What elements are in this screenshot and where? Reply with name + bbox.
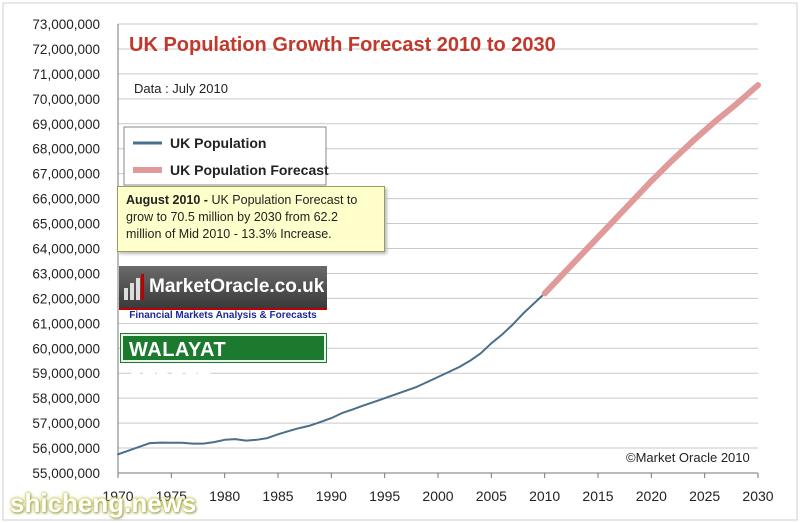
series-line-uk-population-forecast <box>541 82 761 297</box>
marketoracle-tagline: Financial Markets Analysis & Forecasts <box>119 308 327 323</box>
x-tick-label: 1985 <box>262 488 293 504</box>
x-tick-label: 1995 <box>369 488 400 504</box>
y-tick-label: 70,000,000 <box>32 92 100 107</box>
y-tick-label: 55,000,000 <box>32 466 100 481</box>
x-tick-label: 2010 <box>529 488 560 504</box>
y-tick-label: 65,000,000 <box>32 217 100 232</box>
y-tick-label: 60,000,000 <box>32 341 100 356</box>
marketoracle-logo-text: MarketOracle.co.uk <box>149 276 325 297</box>
x-tick-label: 1970 <box>102 488 133 504</box>
y-tick-labels: 55,000,000 56,000,000 57,000,000 58,000,000… <box>32 17 100 481</box>
marketoracle-logo: MarketOracle.co.uk <box>119 266 327 308</box>
credit-text: ©Market Oracle 2010 <box>626 450 750 465</box>
x-tick-label: 1990 <box>316 488 347 504</box>
x-tick-labels: 1970 1975 1980 1985 1990 1995 2000 2005 2010 2015… <box>102 488 773 504</box>
walayat-street-suffix: .com <box>216 373 238 383</box>
walayat-street-logo: WALAYAT STREET .com <box>120 333 327 391</box>
y-tick-label: 58,000,000 <box>32 391 100 406</box>
y-tick-label: 61,000,000 <box>32 316 100 331</box>
series-layer <box>117 82 761 456</box>
chart-subtitle: Data : July 2010 <box>134 81 228 96</box>
x-tick-label: 1980 <box>209 488 240 504</box>
y-tick-label: 56,000,000 <box>32 441 100 456</box>
chart-title: UK Population Growth Forecast 2010 to 20… <box>129 34 556 56</box>
y-tick-label: 72,000,000 <box>32 42 100 57</box>
x-tick-label: 2005 <box>476 488 507 504</box>
y-tick-label: 69,000,000 <box>32 117 100 132</box>
y-tick-label: 63,000,000 <box>32 266 100 281</box>
x-tick-label: 1975 <box>156 488 187 504</box>
walayat-street-text: WALAYAT STREET <box>129 339 227 391</box>
y-tick-label: 62,000,000 <box>32 291 100 306</box>
legend: UK Population UK Population Forecast <box>123 126 329 186</box>
legend-label-population: UK Population <box>170 135 266 151</box>
legend-box <box>123 126 327 186</box>
x-tick-label: 2015 <box>582 488 613 504</box>
y-tick-label: 68,000,000 <box>32 142 100 157</box>
x-tick-label: 2020 <box>636 488 667 504</box>
y-tick-label: 59,000,000 <box>32 366 100 381</box>
y-tick-label: 57,000,000 <box>32 416 100 431</box>
annotation-box: August 2010 - UK Population Forecast to … <box>117 186 385 252</box>
y-tick-label: 66,000,000 <box>32 192 100 207</box>
y-tick-label: 67,000,000 <box>32 167 100 182</box>
x-tick-label: 2030 <box>742 488 773 504</box>
annotation-bold: August 2010 - <box>126 193 208 207</box>
x-tick-label: 2000 <box>422 488 453 504</box>
legend-label-forecast: UK Population Forecast <box>170 162 329 178</box>
y-tick-label: 64,000,000 <box>32 242 100 257</box>
chart-bars-icon <box>124 274 144 300</box>
annotation-text: UK Population Forecast to grow to 70.5 m… <box>126 193 358 241</box>
y-tick-label: 71,000,000 <box>32 67 100 82</box>
x-tick-label: 2025 <box>689 488 720 504</box>
y-tick-label: 73,000,000 <box>32 17 100 32</box>
watermark-text: shicheng.news <box>10 488 197 518</box>
series-line-uk-population <box>117 292 546 456</box>
